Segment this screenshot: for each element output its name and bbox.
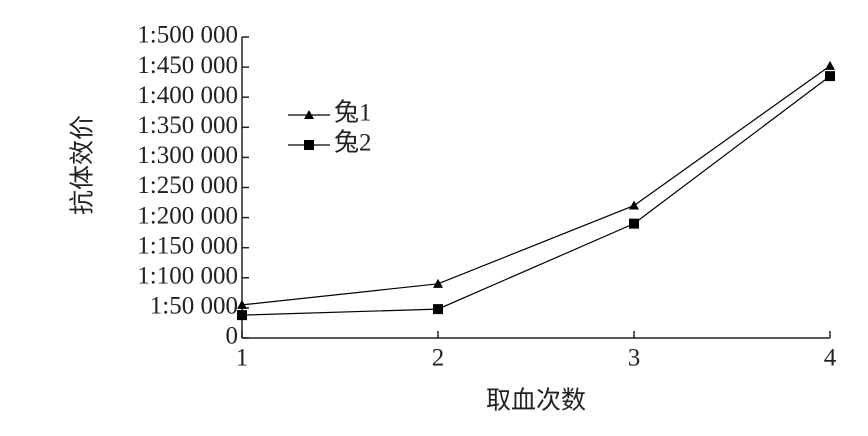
y-tick-label: 1:500 000: [137, 22, 238, 49]
series-line: [241, 75, 831, 316]
marker-triangle: [825, 60, 835, 70]
marker-square: [304, 140, 314, 150]
y-tick-label: 1:150 000: [137, 232, 238, 259]
series-line: [241, 65, 831, 306]
y-tick-label: 1:400 000: [137, 82, 238, 109]
y-tick-label: 1:250 000: [137, 172, 238, 199]
legend-label: 兔1: [334, 99, 372, 127]
y-tick-label: 1:200 000: [137, 202, 238, 229]
marker-triangle: [237, 299, 247, 309]
y-tick-label: 1:450 000: [137, 52, 238, 79]
marker-square: [825, 71, 835, 82]
x-tick-label: 4: [824, 345, 837, 372]
y-tick-label: 1:350 000: [137, 112, 238, 139]
marker-triangle: [304, 110, 314, 119]
x-axis-label: 取血次数: [486, 387, 586, 415]
marker-triangle: [433, 278, 443, 288]
x-tick-label: 1: [236, 345, 249, 372]
marker-square: [237, 310, 247, 321]
x-tick-label: 2: [432, 345, 445, 372]
y-tick-label: 1:50 000: [150, 293, 238, 320]
marker-triangle: [629, 200, 639, 210]
y-tick-label: 0: [226, 323, 239, 350]
x-tick-label: 3: [628, 345, 641, 372]
legend-label: 兔2: [334, 129, 372, 157]
y-tick-label: 1:300 000: [137, 142, 238, 169]
y-axis-label: 抗体效价: [69, 115, 97, 215]
y-tick-label: 1:100 000: [137, 263, 238, 290]
marker-square: [629, 218, 639, 229]
marker-square: [433, 304, 443, 315]
